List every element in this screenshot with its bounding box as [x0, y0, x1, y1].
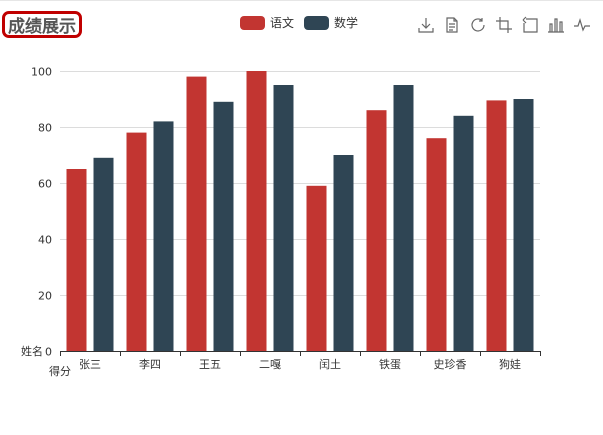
bar-math — [333, 155, 354, 351]
zoom-icon[interactable] — [495, 16, 513, 34]
bar-chinese — [366, 110, 387, 351]
y-axis-name: 姓名 — [21, 344, 43, 358]
legend-swatch-chinese — [240, 15, 265, 30]
bar-chinese — [126, 132, 147, 351]
bar-chinese — [306, 185, 327, 351]
y-tick-label: 0 — [45, 346, 52, 359]
bar-math — [513, 99, 534, 351]
bar-math — [453, 115, 474, 351]
legend-label-chinese: 语文 — [270, 16, 295, 30]
y-tick-label: 80 — [38, 122, 52, 135]
toolbox — [417, 16, 599, 34]
y-tick-label: 40 — [38, 234, 52, 247]
bar-math — [213, 101, 234, 351]
y-tick-label: 20 — [38, 290, 52, 303]
data-view-icon[interactable] — [443, 16, 461, 34]
x-tick-label: 李四 — [139, 357, 161, 371]
restore-icon[interactable] — [469, 16, 487, 34]
chart-title-text: 成绩展示 — [8, 17, 76, 37]
bar-math — [273, 85, 294, 351]
top-divider — [0, 0, 603, 1]
bar-chart-icon[interactable] — [547, 16, 565, 34]
bar-math — [393, 85, 414, 351]
bar-chinese — [486, 100, 507, 352]
legend-label-math: 数学 — [334, 16, 359, 30]
x-tick-label: 王五 — [199, 358, 221, 371]
chart-title: 成绩展示 — [2, 11, 82, 38]
x-tick-label: 二嘎 — [259, 358, 281, 371]
bar-math — [93, 157, 114, 351]
x-tick-label: 闰土 — [319, 357, 341, 371]
bar-chinese — [246, 71, 267, 351]
y-tick-label: 60 — [38, 178, 52, 191]
download-icon[interactable] — [417, 16, 435, 34]
line-chart-icon[interactable] — [573, 16, 591, 34]
bar-chinese — [186, 76, 207, 351]
x-tick-label: 狗娃 — [499, 358, 521, 371]
x-tick-label: 铁蛋 — [379, 358, 401, 371]
legend-swatch-math — [304, 15, 330, 30]
bar-chinese — [66, 169, 87, 351]
legend-item-chinese[interactable]: 语文 — [240, 14, 294, 31]
x-axis-name: 得分 — [49, 365, 71, 378]
legend-item-math[interactable]: 数学 — [304, 14, 358, 31]
bar-chinese — [426, 138, 447, 351]
bar-math — [153, 121, 174, 352]
zoom-reset-icon[interactable] — [521, 16, 539, 34]
legend: 语文 数学 — [240, 14, 368, 31]
y-tick-label: 100 — [31, 66, 52, 79]
x-tick-label: 史珍香 — [434, 358, 467, 371]
x-tick-label: 张三 — [79, 358, 101, 371]
